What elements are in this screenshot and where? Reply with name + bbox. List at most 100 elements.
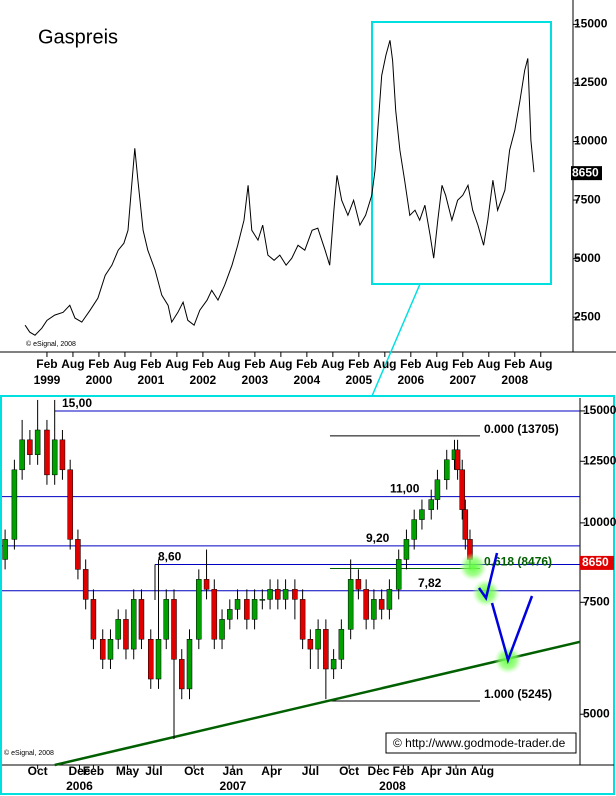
zoom-box <box>371 21 552 285</box>
check-mark <box>477 552 499 601</box>
fib-label: 1.000 (5245) <box>484 687 552 701</box>
level-label: 7,82 <box>418 576 442 590</box>
detail-frame <box>0 395 615 795</box>
candle-body <box>259 599 266 601</box>
level-label: 9,20 <box>366 531 390 545</box>
candle-body <box>171 599 177 660</box>
year-label: 1999 <box>34 373 61 387</box>
candle-body <box>179 659 185 690</box>
fib-label: 0.618 (8476) <box>484 555 552 569</box>
year-label: 2008 <box>501 373 528 387</box>
candle-body <box>299 599 306 640</box>
highlight <box>459 553 487 581</box>
candle-body <box>386 589 393 610</box>
candle-body <box>443 459 450 481</box>
y-tick-label: 7500 <box>583 594 610 608</box>
candle-body <box>459 469 465 510</box>
year-label: 2006 <box>66 779 93 793</box>
x-tick-label: Feb <box>36 357 57 371</box>
x-tick-label: Oct <box>28 764 48 778</box>
year-label: 2006 <box>397 373 424 387</box>
candle-body <box>403 539 410 560</box>
candle-body <box>107 639 114 660</box>
candle-body <box>19 439 25 471</box>
x-tick-label: Feb <box>400 357 421 371</box>
candle-body <box>123 619 129 650</box>
candle-body <box>99 639 106 660</box>
candle-body <box>244 599 250 620</box>
x-tick-label: Feb <box>88 357 109 371</box>
x-tick-label: Aug <box>217 357 240 371</box>
candle-body <box>130 599 137 650</box>
x-tick-label: Aug <box>471 764 494 778</box>
candle-body <box>338 629 345 660</box>
x-tick-label: Oct <box>339 764 359 778</box>
last-value-box <box>580 555 614 570</box>
y-tick-label: 15000 <box>583 403 616 417</box>
last-value-box <box>571 166 602 181</box>
x-tick-label: Oct <box>184 764 204 778</box>
x-tick-label: Feb <box>83 764 104 778</box>
trend-line <box>54 640 581 767</box>
candle-body <box>323 629 329 670</box>
x-tick-label: Jul <box>302 764 319 778</box>
candle-body <box>267 589 273 600</box>
candle-body <box>155 639 162 680</box>
credit-box <box>385 732 577 754</box>
x-tick-label: Aug <box>373 357 396 371</box>
candle-body <box>34 429 41 455</box>
x-tick-label: May <box>116 764 140 778</box>
x-tick-label: Aug <box>477 357 500 371</box>
year-label: 2008 <box>379 779 406 793</box>
candle-body <box>307 639 314 650</box>
candle-body <box>371 599 377 620</box>
y-tick-label: 15000 <box>574 17 608 31</box>
candle-body <box>196 579 202 640</box>
x-tick-label: Jun <box>445 764 466 778</box>
x-tick-label: Feb <box>393 764 414 778</box>
x-tick-label: Aug <box>321 357 344 371</box>
level-label: 15,00 <box>62 396 92 410</box>
candle-body <box>411 519 417 540</box>
candle-body <box>462 509 469 540</box>
x-tick-label: Feb <box>296 357 317 371</box>
fib-label: 0.000 (13705) <box>484 422 559 436</box>
y-tick-label: 5000 <box>583 706 610 720</box>
year-label: 2007 <box>449 373 476 387</box>
x-tick-label: Aug <box>425 357 448 371</box>
candle-body <box>211 589 218 640</box>
x-tick-label: Aug <box>529 357 552 371</box>
candle-body <box>292 589 298 600</box>
candle-body <box>138 599 145 640</box>
candle-body <box>454 449 461 471</box>
candle-body <box>27 439 33 455</box>
copyright: © eSignal, 2008 <box>26 340 76 348</box>
credit: © http://www.godmode-trader.de <box>393 736 566 750</box>
x-tick-label: Aug <box>269 357 292 371</box>
last-value-label: 8650 <box>582 555 609 569</box>
x-tick-label: Aug <box>113 357 136 371</box>
year-label: 2002 <box>190 373 217 387</box>
candle-body <box>59 439 66 471</box>
candle-body <box>378 599 385 610</box>
candle-body <box>186 639 193 690</box>
candle-body <box>428 499 434 510</box>
candle-body <box>419 509 425 520</box>
candle-body <box>347 579 354 630</box>
level-label: 8,60 <box>158 550 182 564</box>
candle-body <box>44 429 50 476</box>
y-tick-label: 2500 <box>574 309 601 323</box>
year-label: 2007 <box>220 779 247 793</box>
candle-body <box>2 539 8 560</box>
x-tick-label: Jan <box>223 764 244 778</box>
candle-body <box>219 619 225 640</box>
check-mark <box>490 595 534 665</box>
candle-body <box>315 629 321 650</box>
candle-body <box>275 589 281 600</box>
x-tick-label: Dec <box>368 764 390 778</box>
candle-body <box>234 599 241 610</box>
year-label: 2003 <box>242 373 269 387</box>
